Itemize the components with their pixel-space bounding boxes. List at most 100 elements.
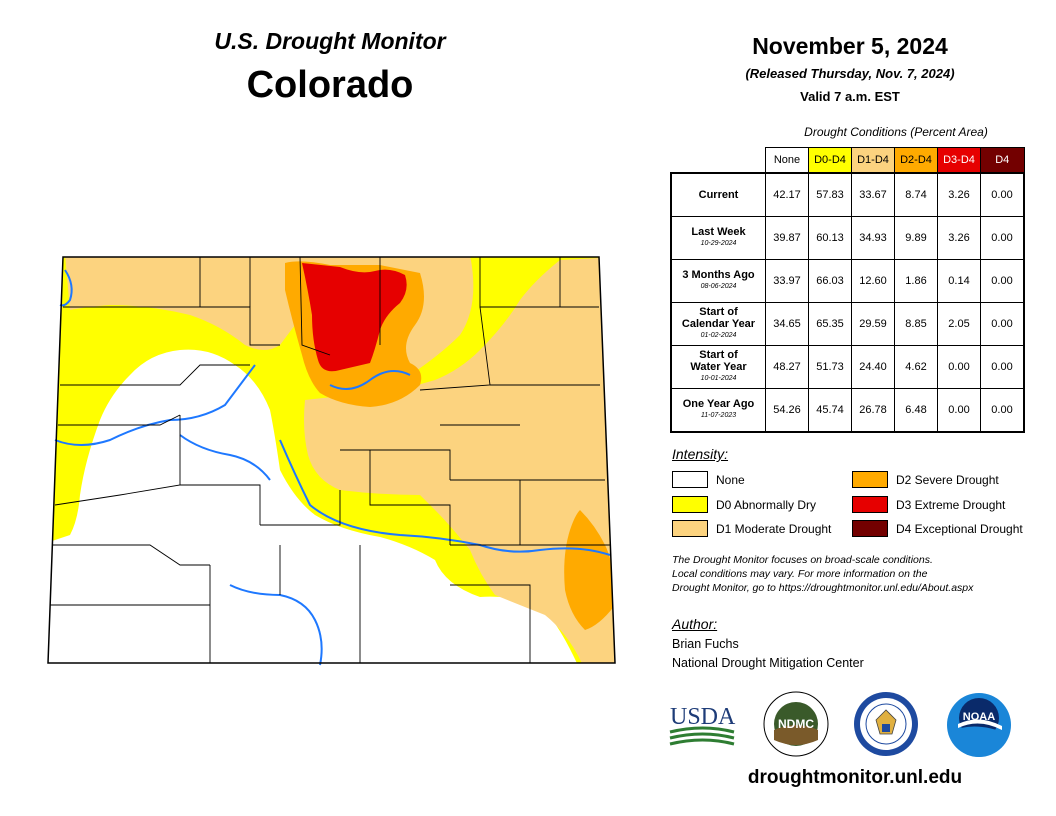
row-label-line: Current bbox=[698, 189, 739, 201]
ndmc-logo-text: NDMC bbox=[778, 717, 814, 731]
table-row: Start of Calendar Year 01-02-2024 34.65 65.3… bbox=[670, 302, 1025, 346]
yampa-river bbox=[59, 269, 73, 307]
usda-logo-text: USDA bbox=[670, 704, 736, 730]
column-header-d3-d4: D3-D4 bbox=[937, 147, 981, 174]
legend-item-d4: D4 Exceptional Drought bbox=[852, 520, 1023, 537]
row-label-line: 3 Months Ago bbox=[682, 269, 755, 281]
drought-area-d1-north bbox=[65, 257, 320, 350]
colorado-drought-map bbox=[47, 256, 616, 666]
table-row: 3 Months Ago 08-06-2024 33.97 66.03 12.60 1.8… bbox=[670, 259, 1025, 303]
legend-swatch bbox=[852, 471, 888, 488]
state-title: Colorado bbox=[246, 64, 414, 106]
table-row: Start of Water Year 10-01-2024 48.27 51.73 24… bbox=[670, 345, 1025, 389]
table-cell: 42.17 bbox=[765, 172, 809, 217]
table-cell: 65.35 bbox=[808, 302, 852, 346]
table-cell: 57.83 bbox=[808, 172, 852, 217]
table-cell: 24.40 bbox=[851, 345, 895, 389]
disclaimer-note: The Drought Monitor focuses on broad-sca… bbox=[672, 553, 1042, 595]
table-row: One Year Ago 11-07-2023 54.26 45.74 26.78 6.4… bbox=[670, 388, 1025, 433]
column-header-d4: D4 bbox=[980, 147, 1025, 174]
table-cell: 39.87 bbox=[765, 216, 809, 260]
legend-label: D4 Exceptional Drought bbox=[896, 521, 1023, 536]
row-date: 01-02-2024 bbox=[700, 332, 737, 339]
row-label: Current bbox=[670, 172, 766, 217]
valid-time: Valid 7 a.m. EST bbox=[800, 89, 900, 104]
table-cell: 48.27 bbox=[765, 345, 809, 389]
arkansas-river bbox=[279, 439, 611, 556]
table-caption: Drought Conditions (Percent Area) bbox=[804, 125, 988, 139]
commerce-seal-logo bbox=[854, 692, 918, 756]
table-row: Current 42.17 57.83 33.67 8.74 3.26 0.00 bbox=[670, 172, 1025, 217]
legend-item-d2: D2 Severe Drought bbox=[852, 471, 999, 488]
table-cell: 26.78 bbox=[851, 388, 895, 433]
table-cell: 33.97 bbox=[765, 259, 809, 303]
drought-area-d1-east bbox=[304, 257, 615, 663]
table-cell: 3.26 bbox=[937, 216, 981, 260]
author-heading: Author: bbox=[672, 616, 718, 632]
legend-label: D2 Severe Drought bbox=[896, 472, 999, 487]
website-link[interactable]: droughtmonitor.unl.edu bbox=[747, 767, 963, 788]
table-cell: 6.48 bbox=[894, 388, 938, 433]
table-cell: 0.00 bbox=[937, 345, 981, 389]
table-cell: 45.74 bbox=[808, 388, 852, 433]
gunnison-river bbox=[179, 434, 271, 481]
table-cell: 0.00 bbox=[980, 216, 1025, 260]
table-cell: 51.73 bbox=[808, 345, 852, 389]
south-platte-river bbox=[329, 370, 411, 390]
table-cell: 0.00 bbox=[980, 345, 1025, 389]
row-label: Start of Water Year 10-01-2024 bbox=[670, 345, 766, 389]
legend-label: D3 Extreme Drought bbox=[896, 497, 1006, 512]
table-cell: 0.00 bbox=[980, 259, 1025, 303]
row-label: One Year Ago 11-07-2023 bbox=[670, 388, 766, 433]
table-cell: 9.89 bbox=[894, 216, 938, 260]
legend-item-d1: D1 Moderate Drought bbox=[672, 520, 831, 537]
legend-swatch bbox=[672, 520, 708, 537]
table-cell: 12.60 bbox=[851, 259, 895, 303]
row-date: 11-07-2023 bbox=[700, 412, 737, 419]
legend-swatch bbox=[852, 520, 888, 537]
note-line: Local conditions may vary. For more info… bbox=[672, 568, 928, 580]
county-lines bbox=[50, 256, 610, 663]
table-cell: 2.05 bbox=[937, 302, 981, 346]
table-row: Last Week 10-29-2024 39.87 60.13 34.93 9.89 3.… bbox=[670, 216, 1025, 260]
table-corner bbox=[671, 148, 766, 174]
legend-item-none: None bbox=[672, 471, 745, 488]
column-header-d2-d4: D2-D4 bbox=[894, 147, 938, 174]
table-cell: 0.14 bbox=[937, 259, 981, 303]
table-cell: 34.93 bbox=[851, 216, 895, 260]
legend-swatch bbox=[672, 471, 708, 488]
table-cell: 8.85 bbox=[894, 302, 938, 346]
drought-conditions-table: None D0-D4 D1-D4 D2-D4 D3-D4 D4 Current 4… bbox=[670, 147, 1025, 433]
ndmc-logo: NDMC bbox=[763, 691, 829, 757]
noaa-logo: NOAA bbox=[947, 693, 1011, 757]
column-header-d0-d4: D0-D4 bbox=[808, 147, 852, 174]
note-line: Drought Monitor, go to https://droughtmo… bbox=[672, 582, 974, 594]
column-header-none: None bbox=[765, 147, 809, 174]
table-cell: 1.86 bbox=[894, 259, 938, 303]
row-label-line: Calendar Year bbox=[681, 318, 756, 330]
state-border bbox=[47, 256, 616, 664]
legend-label: None bbox=[716, 472, 745, 487]
legend-item-d3: D3 Extreme Drought bbox=[852, 496, 1005, 513]
legend-swatch bbox=[852, 496, 888, 513]
table-cell: 0.00 bbox=[980, 302, 1025, 346]
row-label: Start of Calendar Year 01-02-2024 bbox=[670, 302, 766, 346]
row-date: 10-29-2024 bbox=[700, 240, 737, 247]
row-label-line: Start of bbox=[699, 349, 738, 361]
author-name: Brian Fuchs bbox=[672, 637, 739, 651]
row-label-line: Start of bbox=[699, 306, 738, 318]
table-cell: 34.65 bbox=[765, 302, 809, 346]
table-cell: 60.13 bbox=[808, 216, 852, 260]
table-cell: 4.62 bbox=[894, 345, 938, 389]
table-cell: 54.26 bbox=[765, 388, 809, 433]
column-header-d1-d4: D1-D4 bbox=[851, 147, 895, 174]
rio-grande bbox=[229, 584, 323, 666]
row-date: 10-01-2024 bbox=[700, 375, 737, 382]
legend-label: D1 Moderate Drought bbox=[716, 521, 832, 536]
row-label: Last Week 10-29-2024 bbox=[670, 216, 766, 260]
row-label: 3 Months Ago 08-06-2024 bbox=[670, 259, 766, 303]
row-date: 08-06-2024 bbox=[700, 283, 737, 290]
table-cell: 0.00 bbox=[980, 388, 1025, 433]
row-label-line: Last Week bbox=[691, 226, 746, 238]
noaa-logo-text: NOAA bbox=[963, 711, 995, 723]
